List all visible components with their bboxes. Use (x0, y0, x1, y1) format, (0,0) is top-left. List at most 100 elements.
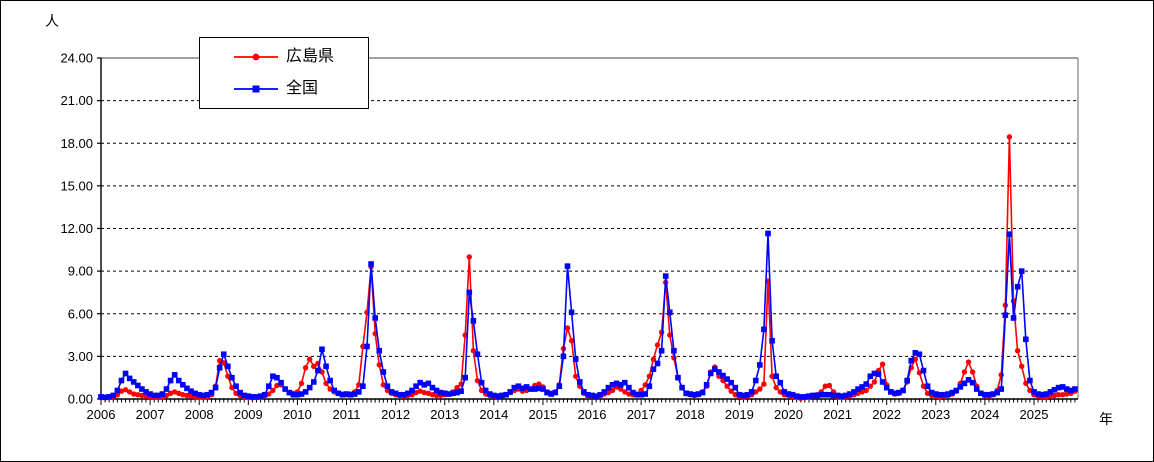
data-point-zenkoku (883, 384, 890, 391)
data-point-hiroshima (135, 392, 141, 398)
data-point-zenkoku (1063, 386, 1070, 392)
data-point-zenkoku (699, 389, 706, 396)
data-point-zenkoku (793, 393, 800, 399)
legend-marker-hiroshima-circle (234, 53, 278, 61)
data-point-hiroshima (568, 338, 575, 344)
data-point-zenkoku (409, 387, 415, 394)
data-point-zenkoku (744, 391, 751, 398)
x-tick-label-2018: 2018 (676, 407, 705, 422)
data-point-zenkoku (319, 346, 325, 353)
data-point-zenkoku (167, 377, 174, 384)
data-point-zenkoku (1035, 391, 1041, 397)
data-point-zenkoku (220, 351, 227, 358)
data-point-hiroshima (622, 389, 628, 395)
data-point-zenkoku (1039, 391, 1045, 398)
data-point-zenkoku (482, 387, 489, 394)
data-point-zenkoku (814, 392, 820, 399)
data-point-zenkoku (433, 387, 440, 394)
data-point-zenkoku (106, 394, 112, 400)
data-point-zenkoku (695, 391, 702, 397)
data-point-zenkoku (879, 379, 886, 385)
data-point-zenkoku (1010, 315, 1017, 321)
data-point-zenkoku (912, 350, 919, 356)
data-point-zenkoku (1018, 268, 1025, 274)
y-tick-label-18: 18.00 (60, 136, 93, 151)
x-tick-label-2023: 2023 (921, 407, 950, 422)
data-point-zenkoku (118, 377, 125, 384)
data-point-hiroshima (761, 381, 767, 387)
data-point-zenkoku (859, 384, 865, 390)
data-point-zenkoku (646, 383, 653, 390)
data-point-zenkoku (503, 391, 509, 398)
y-tick-label-24: 24.00 (60, 51, 93, 66)
data-point-zenkoku (147, 391, 153, 397)
chart-legend: 広島県 全国 (199, 37, 369, 109)
data-point-zenkoku (667, 309, 673, 316)
data-point-zenkoku (1002, 312, 1009, 318)
data-point-zenkoku (159, 391, 166, 397)
x-tick-label-2013: 2013 (430, 407, 459, 422)
data-point-zenkoku (1051, 386, 1058, 393)
data-point-zenkoku (560, 353, 567, 360)
data-point-zenkoku (822, 391, 829, 398)
data-point-zenkoku (1068, 387, 1074, 394)
data-point-zenkoku (986, 391, 992, 398)
data-point-zenkoku (392, 390, 399, 397)
data-point-zenkoku (617, 381, 624, 388)
data-point-hiroshima (184, 392, 190, 399)
data-point-zenkoku (707, 370, 714, 377)
data-point-zenkoku (675, 374, 681, 381)
data-point-zenkoku (900, 387, 906, 394)
data-point-zenkoku (654, 360, 661, 367)
data-point-zenkoku (339, 391, 346, 398)
data-point-zenkoku (364, 343, 370, 350)
x-tick-label-2020: 2020 (774, 407, 803, 422)
data-point-zenkoku (380, 369, 387, 375)
data-point-hiroshima (376, 362, 382, 368)
data-point-zenkoku (261, 391, 268, 398)
x-tick-label-2021: 2021 (823, 407, 852, 422)
data-point-hiroshima (298, 380, 305, 387)
data-point-zenkoku (257, 393, 264, 399)
data-point-zenkoku (282, 386, 288, 392)
data-point-zenkoku (576, 379, 583, 385)
data-point-zenkoku (1023, 336, 1029, 343)
data-point-zenkoku (724, 376, 730, 382)
x-tick-label-2008: 2008 (185, 407, 214, 422)
data-point-hiroshima (879, 361, 886, 367)
data-point-zenkoku (466, 289, 473, 296)
data-point-zenkoku (446, 391, 452, 397)
data-point-zenkoku (965, 377, 972, 383)
data-point-zenkoku (838, 393, 845, 399)
data-point-zenkoku (847, 391, 853, 397)
x-tick-label-2016: 2016 (578, 407, 607, 422)
data-point-zenkoku (184, 385, 190, 392)
data-point-zenkoku (842, 392, 849, 399)
data-point-hiroshima (131, 391, 137, 397)
data-point-zenkoku (969, 379, 976, 386)
data-point-hiroshima (270, 387, 276, 394)
data-point-zenkoku (302, 389, 309, 395)
data-point-zenkoku (462, 374, 468, 381)
data-point-zenkoku (892, 390, 898, 397)
data-point-hiroshima (822, 383, 829, 389)
x-tick-label-2010: 2010 (283, 407, 312, 422)
data-point-zenkoku (192, 390, 198, 397)
data-point-zenkoku (642, 391, 649, 397)
data-point-zenkoku (691, 391, 698, 398)
data-point-hiroshima (536, 381, 542, 387)
data-point-zenkoku (437, 389, 444, 396)
data-point-zenkoku (830, 392, 837, 399)
data-point-zenkoku (110, 392, 117, 399)
data-point-zenkoku (609, 381, 616, 388)
data-point-zenkoku (638, 391, 644, 398)
y-tick-label-0: 0.00 (68, 392, 93, 407)
x-tick-label-2009: 2009 (234, 407, 263, 422)
data-point-zenkoku (360, 383, 366, 390)
data-point-zenkoku (458, 388, 464, 394)
data-point-hiroshima (421, 389, 427, 396)
data-point-zenkoku (687, 391, 694, 397)
data-point-zenkoku (896, 389, 902, 396)
